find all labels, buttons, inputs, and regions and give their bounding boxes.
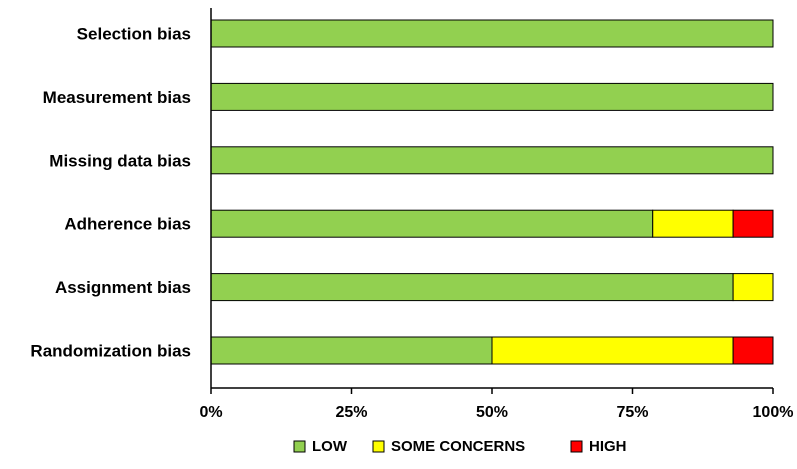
x-axis: 0% 25% 50% 75% 100% bbox=[199, 8, 793, 421]
x-tick-label: 50% bbox=[476, 404, 508, 421]
legend-label-some-concerns: SOME CONCERNS bbox=[391, 438, 525, 455]
category-label-selection-bias: Selection bias bbox=[77, 25, 191, 44]
bar-randomization-bias-high bbox=[732, 336, 774, 365]
bar-selection-bias-low bbox=[210, 19, 774, 48]
bar-randomization-bias-low bbox=[210, 336, 493, 365]
bar-assignment-bias-low bbox=[210, 273, 734, 302]
x-tick-label: 25% bbox=[335, 404, 367, 421]
bar-missing-data-bias-low bbox=[210, 146, 774, 175]
legend-label-low: LOW bbox=[312, 438, 348, 455]
bar-adherence-bias-low bbox=[210, 209, 654, 238]
bar-assignment-bias-some-concerns bbox=[732, 273, 774, 302]
bar-randomization-bias-some-concerns bbox=[491, 336, 734, 365]
legend-swatch-high bbox=[570, 440, 583, 453]
legend: LOW SOME CONCERNS HIGH bbox=[293, 438, 627, 455]
legend-swatch-some-concerns bbox=[372, 440, 385, 453]
category-label-assignment-bias: Assignment bias bbox=[55, 278, 191, 297]
legend-label-high: HIGH bbox=[589, 438, 627, 455]
category-labels: Selection bias Measurement bias Missing da… bbox=[30, 25, 191, 361]
bars-layer bbox=[210, 19, 774, 365]
x-tick-label: 100% bbox=[753, 404, 794, 421]
x-tick-label: 0% bbox=[199, 404, 222, 421]
category-label-adherence-bias: Adherence bias bbox=[64, 215, 191, 234]
bar-adherence-bias-some-concerns bbox=[652, 209, 734, 238]
category-label-missing-data-bias: Missing data bias bbox=[49, 151, 191, 170]
x-tick-label: 75% bbox=[616, 404, 648, 421]
bar-measurement-bias-low bbox=[210, 82, 774, 111]
category-label-randomization-bias: Randomization bias bbox=[30, 342, 191, 361]
category-label-measurement-bias: Measurement bias bbox=[43, 88, 191, 107]
bar-adherence-bias-high bbox=[732, 209, 774, 238]
legend-swatch-low bbox=[293, 440, 306, 453]
